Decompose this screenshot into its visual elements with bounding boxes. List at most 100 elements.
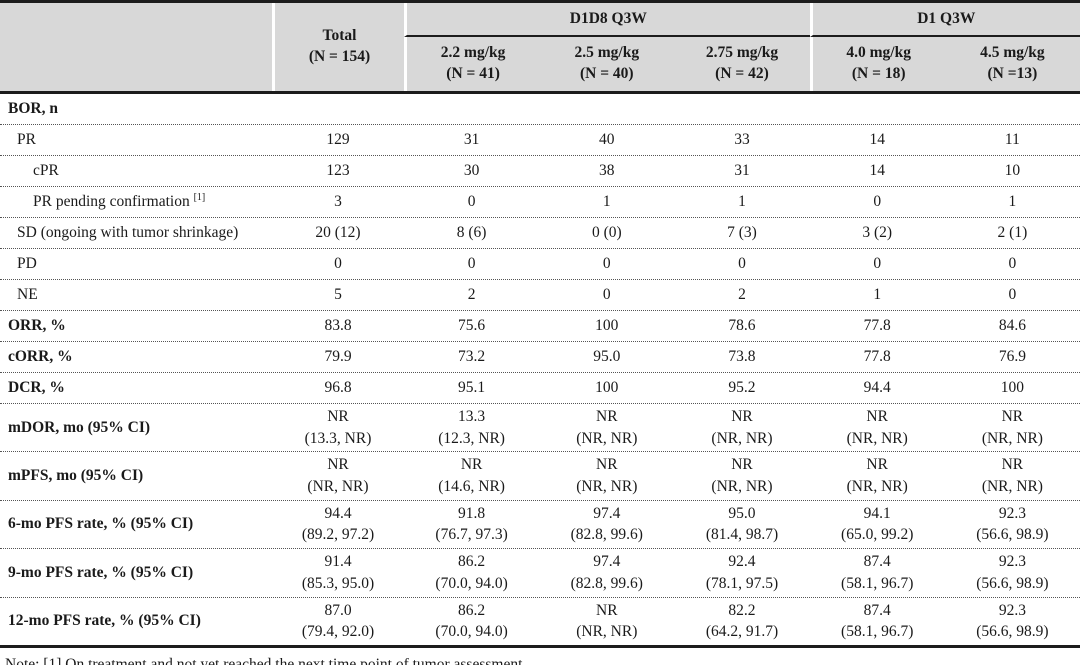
row-label: ORR, % <box>8 316 66 334</box>
table-cell: 86.2 (70.0, 94.0) <box>435 553 508 592</box>
table-row: cORR, % 79.9 73.2 95.0 73.8 77.8 76.9 <box>0 341 1080 372</box>
table-cell: 77.8 <box>863 348 891 366</box>
row-label: PD <box>17 254 37 272</box>
table-cell <box>810 107 945 111</box>
table-cell: 0 <box>1008 255 1017 273</box>
table-row: mDOR, mo (95% CI) NR (13.3, NR) 13.3 (12.3… <box>0 403 1080 451</box>
header-col-2-5-mgkg: 2.5 mg/kg (N = 40) <box>574 44 640 82</box>
table-cell: NR (13.3, NR) <box>304 408 372 447</box>
header-col-4-5-mgkg: 4.5 mg/kg (N =13) <box>980 44 1045 82</box>
table-cell: 40 <box>599 131 615 149</box>
table-cell: 92.3 (56.6, 98.9) <box>976 553 1049 592</box>
table-cell: 100 <box>595 379 619 397</box>
row-label: cPR <box>33 161 59 179</box>
table-cell: 3 (2) <box>862 224 893 242</box>
table-cell: 91.4 (85.3, 95.0) <box>301 553 375 592</box>
row-label: BOR, n <box>8 99 58 117</box>
table-body: BOR, n PR 129 31 40 33 14 11 cPR 123 30 38 31 14 10 PR … <box>0 94 1080 648</box>
table-row: BOR, n <box>0 94 1080 124</box>
table-row: 6-mo PFS rate, % (95% CI) 94.4 (89.2, 97.… <box>0 499 1080 548</box>
table-cell <box>539 107 674 111</box>
row-label: 9-mo PFS rate, % (95% CI) <box>8 563 194 581</box>
table-cell: 2 <box>467 286 476 304</box>
table-cell: 3 <box>334 193 342 211</box>
header-empty-cell <box>0 3 272 91</box>
row-label: mPFS, mo (95% CI) <box>8 466 144 484</box>
footnote: Note: [1] On treatment and not yet reach… <box>5 655 527 665</box>
table-cell: 97.4 (82.8, 99.6) <box>570 553 643 592</box>
efficacy-table: Total (N = 154) D1D8 Q3W D1 Q3W 2.2 mg/k… <box>0 0 1080 648</box>
table-header: Total (N = 154) D1D8 Q3W D1 Q3W 2.2 mg/k… <box>0 0 1080 94</box>
table-cell: 76.9 <box>998 348 1026 366</box>
table-cell: 0 <box>334 255 342 273</box>
table-row: SD (ongoing with tumor shrinkage) 20 (12)… <box>0 217 1080 248</box>
table-cell: 31 <box>463 131 480 149</box>
row-label: SD (ongoing with tumor shrinkage) <box>17 223 239 241</box>
table-cell: 96.8 <box>324 379 352 397</box>
table-cell: 95.2 <box>728 379 756 397</box>
table-cell: NR (NR, NR) <box>711 456 773 496</box>
table-row: DCR, % 96.8 95.1 100 95.2 94.4 100 <box>0 372 1080 403</box>
row-label: DCR, % <box>8 378 65 396</box>
table-cell: 73.8 <box>728 348 756 366</box>
table-cell: 92.3 (56.6, 98.9) <box>976 601 1049 641</box>
table-cell <box>404 107 539 111</box>
table-cell: 20 (12) <box>315 224 361 242</box>
table-cell: 123 <box>326 162 350 180</box>
header-col-total: Total (N = 154) <box>272 3 404 91</box>
table-cell: 14 <box>869 131 885 149</box>
table-cell: NR (NR, NR) <box>576 601 638 641</box>
table-row: NE 5 2 0 2 1 0 <box>0 279 1080 310</box>
table-row: PR pending confirmation [1] 3 0 1 1 0 1 <box>0 186 1080 217</box>
table-cell: 10 <box>1004 162 1021 180</box>
table-cell <box>674 107 809 111</box>
table-cell: NR (NR, NR) <box>846 456 908 496</box>
header-col-2-75-mgkg: 2.75 mg/kg (N = 42) <box>705 44 779 82</box>
table-cell: 86.2 (70.0, 94.0) <box>435 601 508 641</box>
header-group-d1-q3w: D1 Q3W <box>809 3 1080 37</box>
table-cell <box>272 107 404 111</box>
table-row: ORR, % 83.8 75.6 100 78.6 77.8 84.6 <box>0 310 1080 341</box>
table-cell: 94.4 (89.2, 97.2) <box>301 504 375 544</box>
footnote-marker: [1] <box>193 191 206 203</box>
table-cell: 78.6 <box>728 317 756 335</box>
table-cell: 97.4 (82.8, 99.6) <box>570 504 643 544</box>
table-cell: 1 <box>738 193 746 211</box>
table-row: PR 129 31 40 33 14 11 <box>0 124 1080 155</box>
table-cell: 75.6 <box>458 317 486 335</box>
table-cell: 11 <box>1004 131 1020 149</box>
table-cell: 5 <box>334 286 342 304</box>
table-row: 12-mo PFS rate, % (95% CI) 87.0 (79.4, 92… <box>0 596 1080 645</box>
table-cell: 33 <box>734 131 750 149</box>
row-label: cORR, % <box>8 347 73 365</box>
table-cell: 0 <box>1008 286 1017 304</box>
table-cell: 87.4 (58.1, 96.7) <box>841 553 914 592</box>
header-col-2-2-mgkg: 2.2 mg/kg (N = 41) <box>404 37 539 91</box>
table-cell: 91.8 (76.7, 97.3) <box>435 504 508 544</box>
table-cell: 0 <box>602 255 611 273</box>
table-cell: 30 <box>463 162 480 180</box>
table-cell: 100 <box>595 317 619 335</box>
table-cell: NR (NR, NR) <box>846 408 908 447</box>
row-label: NE <box>17 285 38 303</box>
table-cell: 31 <box>734 162 750 180</box>
table-cell: 0 (0) <box>591 224 622 242</box>
table-cell: NR (NR, NR) <box>307 456 369 496</box>
table-cell <box>945 107 1080 111</box>
table-row: 9-mo PFS rate, % (95% CI) 91.4 (85.3, 95.… <box>0 548 1080 596</box>
table-cell: NR (NR, NR) <box>576 456 638 496</box>
header-col-4-0-mgkg: 4.0 mg/kg (N = 18) <box>809 37 945 91</box>
table-cell: 2 <box>738 286 746 304</box>
table-cell: 0 <box>467 193 476 211</box>
table-cell: 14 <box>869 162 885 180</box>
table-cell: 84.6 <box>998 317 1026 335</box>
table-cell: 7 (3) <box>727 224 757 242</box>
table-cell: 95.1 <box>458 379 486 397</box>
table-cell: 0 <box>738 255 746 273</box>
table-cell: 1 <box>873 286 882 304</box>
table-cell: 87.0 (79.4, 92.0) <box>301 601 375 641</box>
table-cell: NR (NR, NR) <box>981 408 1043 447</box>
table-cell: 8 (6) <box>456 224 487 242</box>
row-label: PR <box>17 130 36 148</box>
